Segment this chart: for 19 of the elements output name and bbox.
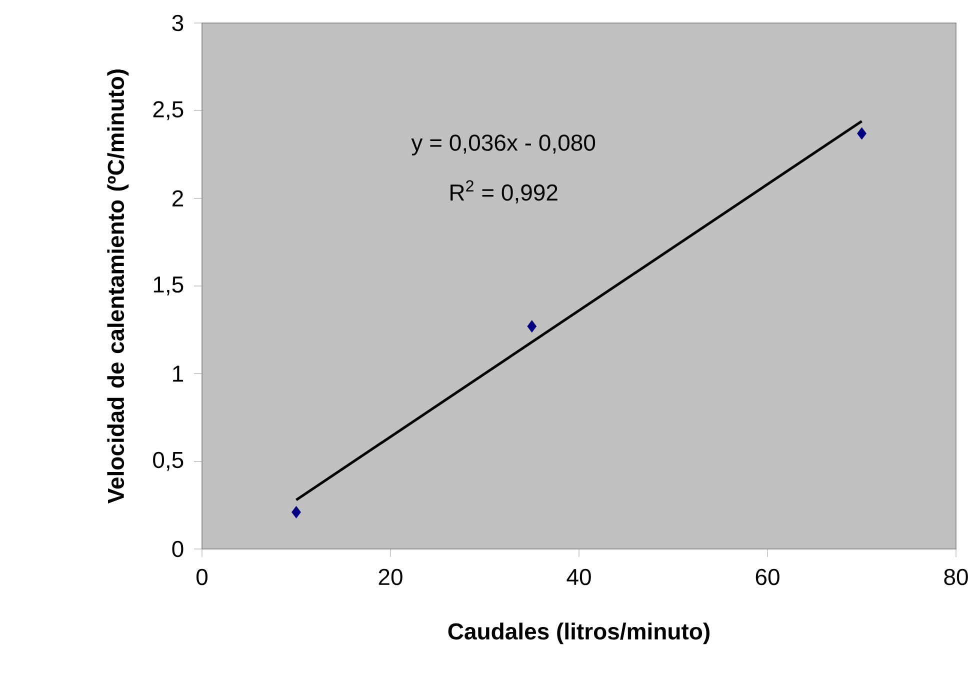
y-tick-label: 0,5 xyxy=(153,452,184,471)
y-tick-label: 0 xyxy=(172,540,184,558)
y-tick-label: 3 xyxy=(172,14,184,32)
y-tick-label: 1,5 xyxy=(154,276,184,296)
point xyxy=(857,127,866,140)
y-axis-title: Velocidad de calentamiento (ºC/minuto) xyxy=(107,70,129,504)
y-tick-label: 2 xyxy=(172,190,183,206)
x-tick-label: 60 xyxy=(756,568,780,586)
point xyxy=(292,506,301,518)
y-tick-label: 1 xyxy=(173,366,184,382)
x-axis-title: Caudales (litros/minuto) xyxy=(448,622,710,644)
point xyxy=(527,320,537,333)
x-tick-label: 40 xyxy=(566,568,591,586)
x-tick-label: 80 xyxy=(944,568,968,586)
x-tick-label: 0 xyxy=(196,568,208,586)
x-tick-label: 20 xyxy=(378,568,402,586)
y-tick-label: 2,5 xyxy=(153,101,184,120)
annotation: R$^{2}$ = 0,992 xyxy=(450,180,558,204)
annotation: y = 0,036x - 0,080 xyxy=(411,134,596,156)
